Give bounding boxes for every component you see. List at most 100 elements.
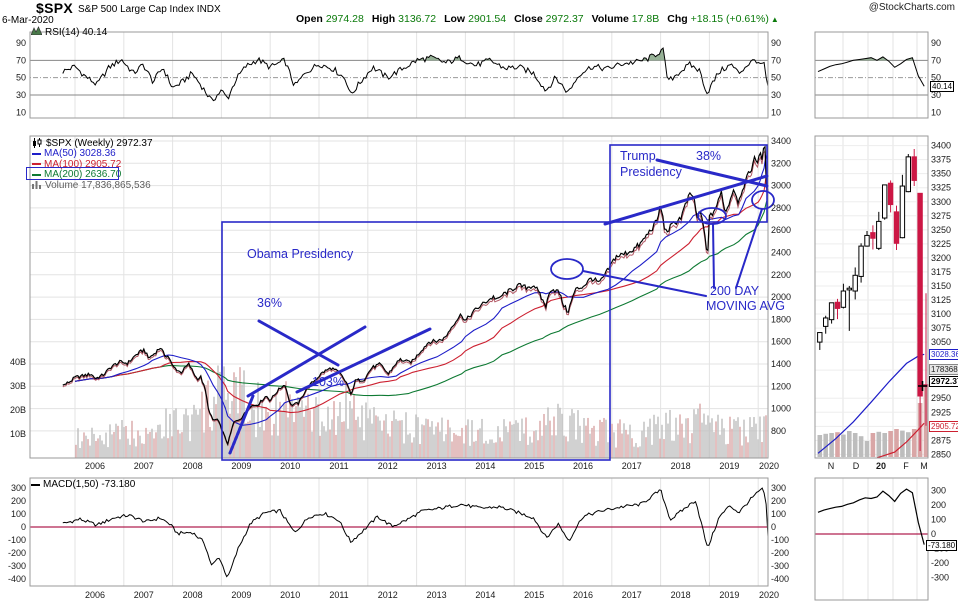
- svg-text:70: 70: [16, 55, 26, 65]
- svg-text:200: 200: [931, 500, 946, 510]
- svg-text:2009: 2009: [231, 590, 251, 600]
- legend-ma100: MA(100) 2905.72: [32, 158, 122, 170]
- ma100-axis-box: 2905.72: [929, 421, 958, 432]
- svg-text:1600: 1600: [771, 337, 791, 347]
- svg-text:2800: 2800: [771, 203, 791, 213]
- up-arrow-icon: ▲: [770, 14, 779, 24]
- svg-text:10: 10: [16, 107, 26, 117]
- svg-text:2015: 2015: [524, 590, 544, 600]
- svg-text:1200: 1200: [771, 381, 791, 391]
- svg-text:2020: 2020: [759, 590, 779, 600]
- close-value: 2972.37: [545, 13, 584, 25]
- svg-text:1000: 1000: [771, 404, 791, 414]
- svg-text:M: M: [920, 461, 928, 471]
- svg-text:2020: 2020: [759, 461, 779, 471]
- svg-text:F: F: [903, 461, 909, 471]
- svg-text:2010: 2010: [280, 461, 300, 471]
- obama-presidency-label: Obama Presidency: [247, 247, 354, 261]
- svg-text:-400: -400: [771, 574, 789, 584]
- ma50-line-icon: [32, 152, 41, 155]
- close-axis-box: 2972.37: [929, 376, 958, 387]
- svg-text:2015: 2015: [524, 461, 544, 471]
- candlestick-icon: [32, 138, 43, 148]
- svg-text:2012: 2012: [378, 590, 398, 600]
- svg-text:10: 10: [931, 107, 941, 117]
- svg-text:200: 200: [11, 496, 26, 506]
- rsi-label-text: RSI(14) 40.14: [45, 26, 108, 38]
- open-value: 2974.28: [325, 13, 364, 25]
- svg-text:3400: 3400: [771, 136, 791, 146]
- svg-text:100: 100: [771, 509, 786, 519]
- svg-text:2850: 2850: [931, 449, 951, 459]
- svg-text:300: 300: [771, 483, 786, 493]
- svg-text:30: 30: [16, 90, 26, 100]
- svg-text:-200: -200: [931, 558, 949, 568]
- svg-text:3400: 3400: [931, 141, 951, 151]
- pct-36-label: 36%: [257, 296, 283, 310]
- trump-presidency-label: Trump Presidency: [620, 149, 682, 179]
- svg-text:3125: 3125: [931, 295, 951, 305]
- high-value: 3136.72: [398, 13, 437, 25]
- volume-label: Volume: [591, 13, 629, 25]
- macd-line-icon: [31, 483, 40, 486]
- ma100-line-icon: [32, 163, 41, 165]
- svg-text:40B: 40B: [10, 357, 26, 367]
- svg-text:3175: 3175: [931, 267, 951, 277]
- svg-text:50: 50: [16, 73, 26, 83]
- svg-text:N: N: [828, 461, 835, 471]
- svg-text:3375: 3375: [931, 155, 951, 165]
- legend-ma100-text: MA(100) 2905.72: [44, 158, 122, 170]
- svg-text:-200: -200: [771, 548, 789, 558]
- legend-ma50-text: MA(50) 3028.36: [44, 148, 116, 159]
- svg-text:2013: 2013: [427, 590, 447, 600]
- pct-38-label: 38%: [696, 149, 722, 163]
- svg-text:-300: -300: [8, 561, 26, 571]
- ma200-line-icon: [32, 173, 41, 176]
- ma50-axis-box: 3028.36: [929, 349, 958, 360]
- svg-text:10: 10: [771, 107, 781, 117]
- svg-text:2011: 2011: [329, 461, 348, 471]
- svg-text:-300: -300: [931, 573, 949, 583]
- svg-text:90: 90: [931, 38, 941, 48]
- svg-text:2016: 2016: [573, 590, 593, 600]
- legend-ma50: MA(50) 3028.36: [32, 148, 116, 159]
- volume-axis-box: 1783686: [929, 364, 958, 375]
- quote-bar: Open 2974.28 High 3136.72 Low 2901.54 Cl…: [296, 13, 779, 25]
- svg-text:70: 70: [931, 55, 941, 65]
- svg-text:2010: 2010: [280, 590, 300, 600]
- svg-text:3200: 3200: [931, 253, 951, 263]
- svg-text:2013: 2013: [427, 461, 447, 471]
- area-chart-icon: [30, 26, 43, 38]
- legend-ma200-text: MA(200) 2636.70: [44, 169, 122, 180]
- svg-text:3100: 3100: [931, 309, 951, 319]
- svg-text:3150: 3150: [931, 281, 951, 291]
- svg-text:-400: -400: [8, 574, 26, 584]
- svg-text:2018: 2018: [671, 590, 691, 600]
- svg-text:30B: 30B: [10, 381, 26, 391]
- rsi-panel-label: RSI(14) 40.14: [30, 26, 108, 38]
- rsi-last-value-box: 40.14: [930, 81, 955, 92]
- svg-text:800: 800: [771, 426, 786, 436]
- svg-text:2007: 2007: [134, 590, 154, 600]
- svg-text:2014: 2014: [475, 461, 495, 471]
- svg-text:2018: 2018: [671, 461, 691, 471]
- macd-panel-label: MACD(1,50) -73.180: [31, 479, 135, 490]
- legend-ma200: MA(200) 2636.70: [32, 169, 122, 180]
- svg-text:2008: 2008: [183, 590, 203, 600]
- svg-text:3350: 3350: [931, 169, 951, 179]
- volume-value: 17.8B: [631, 13, 660, 25]
- svg-text:90: 90: [16, 38, 26, 48]
- svg-text:2000: 2000: [771, 292, 791, 302]
- svg-text:2006: 2006: [85, 590, 105, 600]
- svg-text:2011: 2011: [329, 590, 348, 600]
- symbol: $SPX: [36, 0, 73, 16]
- svg-text:3275: 3275: [931, 211, 951, 221]
- stockcharts-credit: @StockCharts.com: [868, 2, 955, 13]
- open-label: Open: [296, 13, 323, 25]
- svg-text:3325: 3325: [931, 183, 951, 193]
- svg-text:50: 50: [771, 73, 781, 83]
- svg-text:2016: 2016: [573, 461, 593, 471]
- svg-text:-300: -300: [771, 561, 789, 571]
- svg-text:3000: 3000: [771, 181, 791, 191]
